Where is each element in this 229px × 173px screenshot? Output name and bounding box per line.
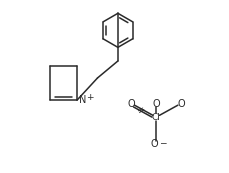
Text: Cl: Cl xyxy=(152,113,161,122)
Text: O: O xyxy=(152,98,160,108)
Text: −: − xyxy=(159,138,167,147)
Text: O: O xyxy=(128,98,135,108)
Text: O: O xyxy=(177,98,185,108)
Text: O: O xyxy=(150,139,158,149)
Text: =: = xyxy=(135,103,147,116)
Text: +: + xyxy=(86,93,94,102)
Text: N: N xyxy=(79,95,86,105)
